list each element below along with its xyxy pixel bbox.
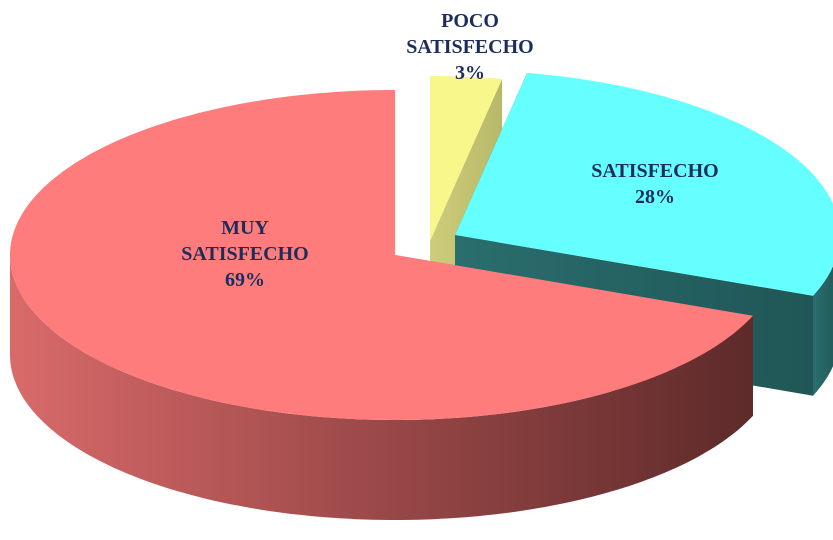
category-label: POCO SATISFECHO — [406, 10, 534, 58]
value-label: 3% — [455, 62, 485, 84]
slice-wall — [813, 266, 833, 396]
slice-top — [455, 72, 833, 296]
value-label: 69% — [225, 269, 265, 291]
value-label: 28% — [635, 186, 675, 208]
category-label: SATISFECHO — [591, 160, 719, 182]
slice-top — [10, 90, 753, 420]
slice-top — [430, 76, 503, 241]
slice-wall — [10, 255, 753, 520]
category-label: MUY SATISFECHO — [181, 217, 309, 265]
slice-label: POCO SATISFECHO 3% — [385, 8, 555, 86]
pie-slice — [10, 90, 753, 520]
slice-label: SATISFECHO 28% — [570, 158, 740, 210]
slice-label: MUY SATISFECHO 69% — [160, 215, 330, 293]
